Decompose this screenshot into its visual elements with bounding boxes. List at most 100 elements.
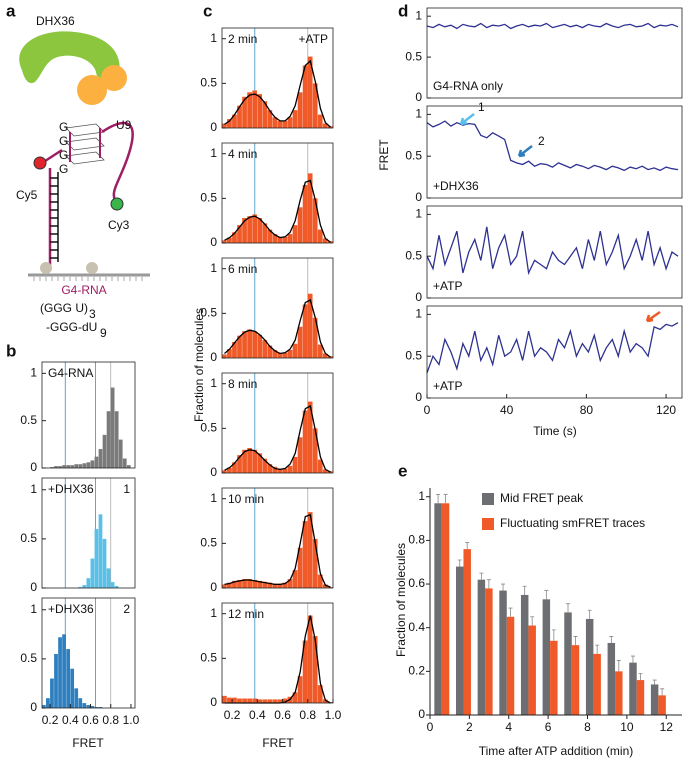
histogram-bar: [247, 216, 252, 243]
histogram-bar: [257, 580, 263, 588]
histogram-bar: [307, 615, 313, 703]
histogram-bar: [94, 707, 99, 708]
x-tick-label: 80: [580, 403, 594, 417]
x-tick-label: 6: [545, 720, 552, 734]
y-tick-label: 0.8: [408, 533, 425, 547]
histogram-bar: [307, 293, 313, 358]
sequence: (GGG U): [40, 301, 88, 315]
sequence-subscript: 9: [100, 326, 107, 340]
histogram-bar: [317, 344, 323, 358]
histogram-bar: [50, 678, 54, 708]
histogram-bar: [62, 465, 66, 468]
x-tick-label: 1.0: [325, 708, 342, 722]
x-tick-label: 12: [660, 720, 674, 734]
histogram-bar: [282, 468, 288, 473]
histogram-bar: [90, 460, 95, 468]
histogram-bar: [232, 232, 237, 243]
histogram-bar: [94, 456, 99, 468]
plot-frame: [221, 142, 334, 244]
panel-letter: b: [6, 341, 16, 360]
arrow-label: 1: [478, 100, 485, 114]
histogram-bar: [242, 96, 247, 128]
histogram-bar: [247, 329, 252, 358]
histogram-bar: [227, 582, 232, 588]
bar: [477, 579, 486, 715]
histogram-bar: [292, 110, 298, 128]
histogram-bar: [110, 582, 115, 588]
histogram-bar: [247, 579, 252, 588]
error-bar: [522, 585, 527, 595]
histogram-bar: [282, 582, 288, 588]
histogram-bar: [114, 586, 119, 588]
y-tick-label: 0.5: [20, 651, 37, 665]
histogram-bar: [307, 56, 313, 129]
surface-ticks: [33, 275, 143, 281]
rna-label: G4-RNA: [61, 283, 106, 297]
histogram-bar: [317, 459, 323, 473]
x-axis-label: Time (s): [533, 424, 577, 438]
histogram-bar: [322, 353, 328, 358]
annotation: 8 min: [228, 377, 257, 391]
sequence: -GGG-dU: [46, 320, 97, 334]
y-axis-label: Fraction of molecules: [394, 543, 408, 657]
bar: [564, 612, 572, 715]
histogram-bar: [302, 521, 308, 588]
histogram-bar: [232, 341, 237, 358]
bar: [585, 618, 594, 715]
quartet-letter: G: [59, 120, 68, 134]
y-tick-label: 0.5: [405, 248, 422, 262]
histogram-bar: [227, 697, 232, 703]
y-tick-label: 0: [30, 460, 37, 474]
histogram-bar: [287, 579, 293, 588]
bar: [629, 662, 637, 715]
annotation: 4 min: [228, 147, 257, 161]
histogram-bar: [237, 698, 242, 703]
histogram-bar: [322, 584, 328, 588]
bar: [607, 642, 616, 715]
histogram-bar: [307, 401, 313, 473]
histogram-bar: [232, 462, 237, 473]
histogram-bar: [307, 512, 313, 588]
y-tick-label: 0: [415, 90, 422, 104]
histogram-bar: [252, 698, 258, 703]
error-bar: [616, 660, 621, 672]
fit-curve: [224, 299, 331, 358]
corner-label: 1: [123, 482, 130, 496]
histogram-bar: [58, 637, 62, 708]
bar: [506, 616, 515, 715]
histogram-bar: [317, 685, 323, 703]
y-tick-label: 1: [418, 489, 425, 503]
y-tick-label: 1: [415, 107, 422, 121]
histogram-bar: [90, 706, 95, 708]
histogram-bar: [257, 94, 263, 128]
error-bar: [609, 636, 614, 643]
bar: [528, 625, 536, 715]
histogram-bar: [297, 547, 303, 588]
plot-frame: [426, 7, 683, 99]
histogram-bar: [114, 411, 119, 468]
y-axis-label: FRET: [377, 139, 391, 171]
histogram-bar: [262, 699, 268, 703]
bar: [571, 645, 580, 715]
histogram-bar: [222, 695, 227, 703]
x-tick-label: 0.6: [274, 708, 291, 722]
annotation: +DHX36: [48, 602, 94, 616]
x-tick-label: 0.4: [62, 713, 79, 727]
histogram-bar: [62, 634, 66, 708]
panel-letter: a: [6, 1, 16, 20]
protein-label: DHX36: [36, 14, 75, 28]
error-bar: [551, 629, 556, 641]
protein-domain: [101, 65, 127, 91]
plot-frame: [41, 361, 136, 469]
x-tick-label: 2: [466, 720, 473, 734]
histogram-bar: [222, 354, 227, 358]
histogram-bar: [252, 579, 258, 588]
histogram-bar: [50, 467, 54, 468]
quartet-letter: G: [59, 134, 68, 148]
histogram-bar: [287, 465, 293, 473]
anchor: [40, 262, 52, 274]
bar: [441, 503, 450, 715]
quartet-letter: G: [59, 162, 68, 176]
histogram-bar: [312, 317, 318, 358]
histogram-bar: [252, 331, 258, 358]
